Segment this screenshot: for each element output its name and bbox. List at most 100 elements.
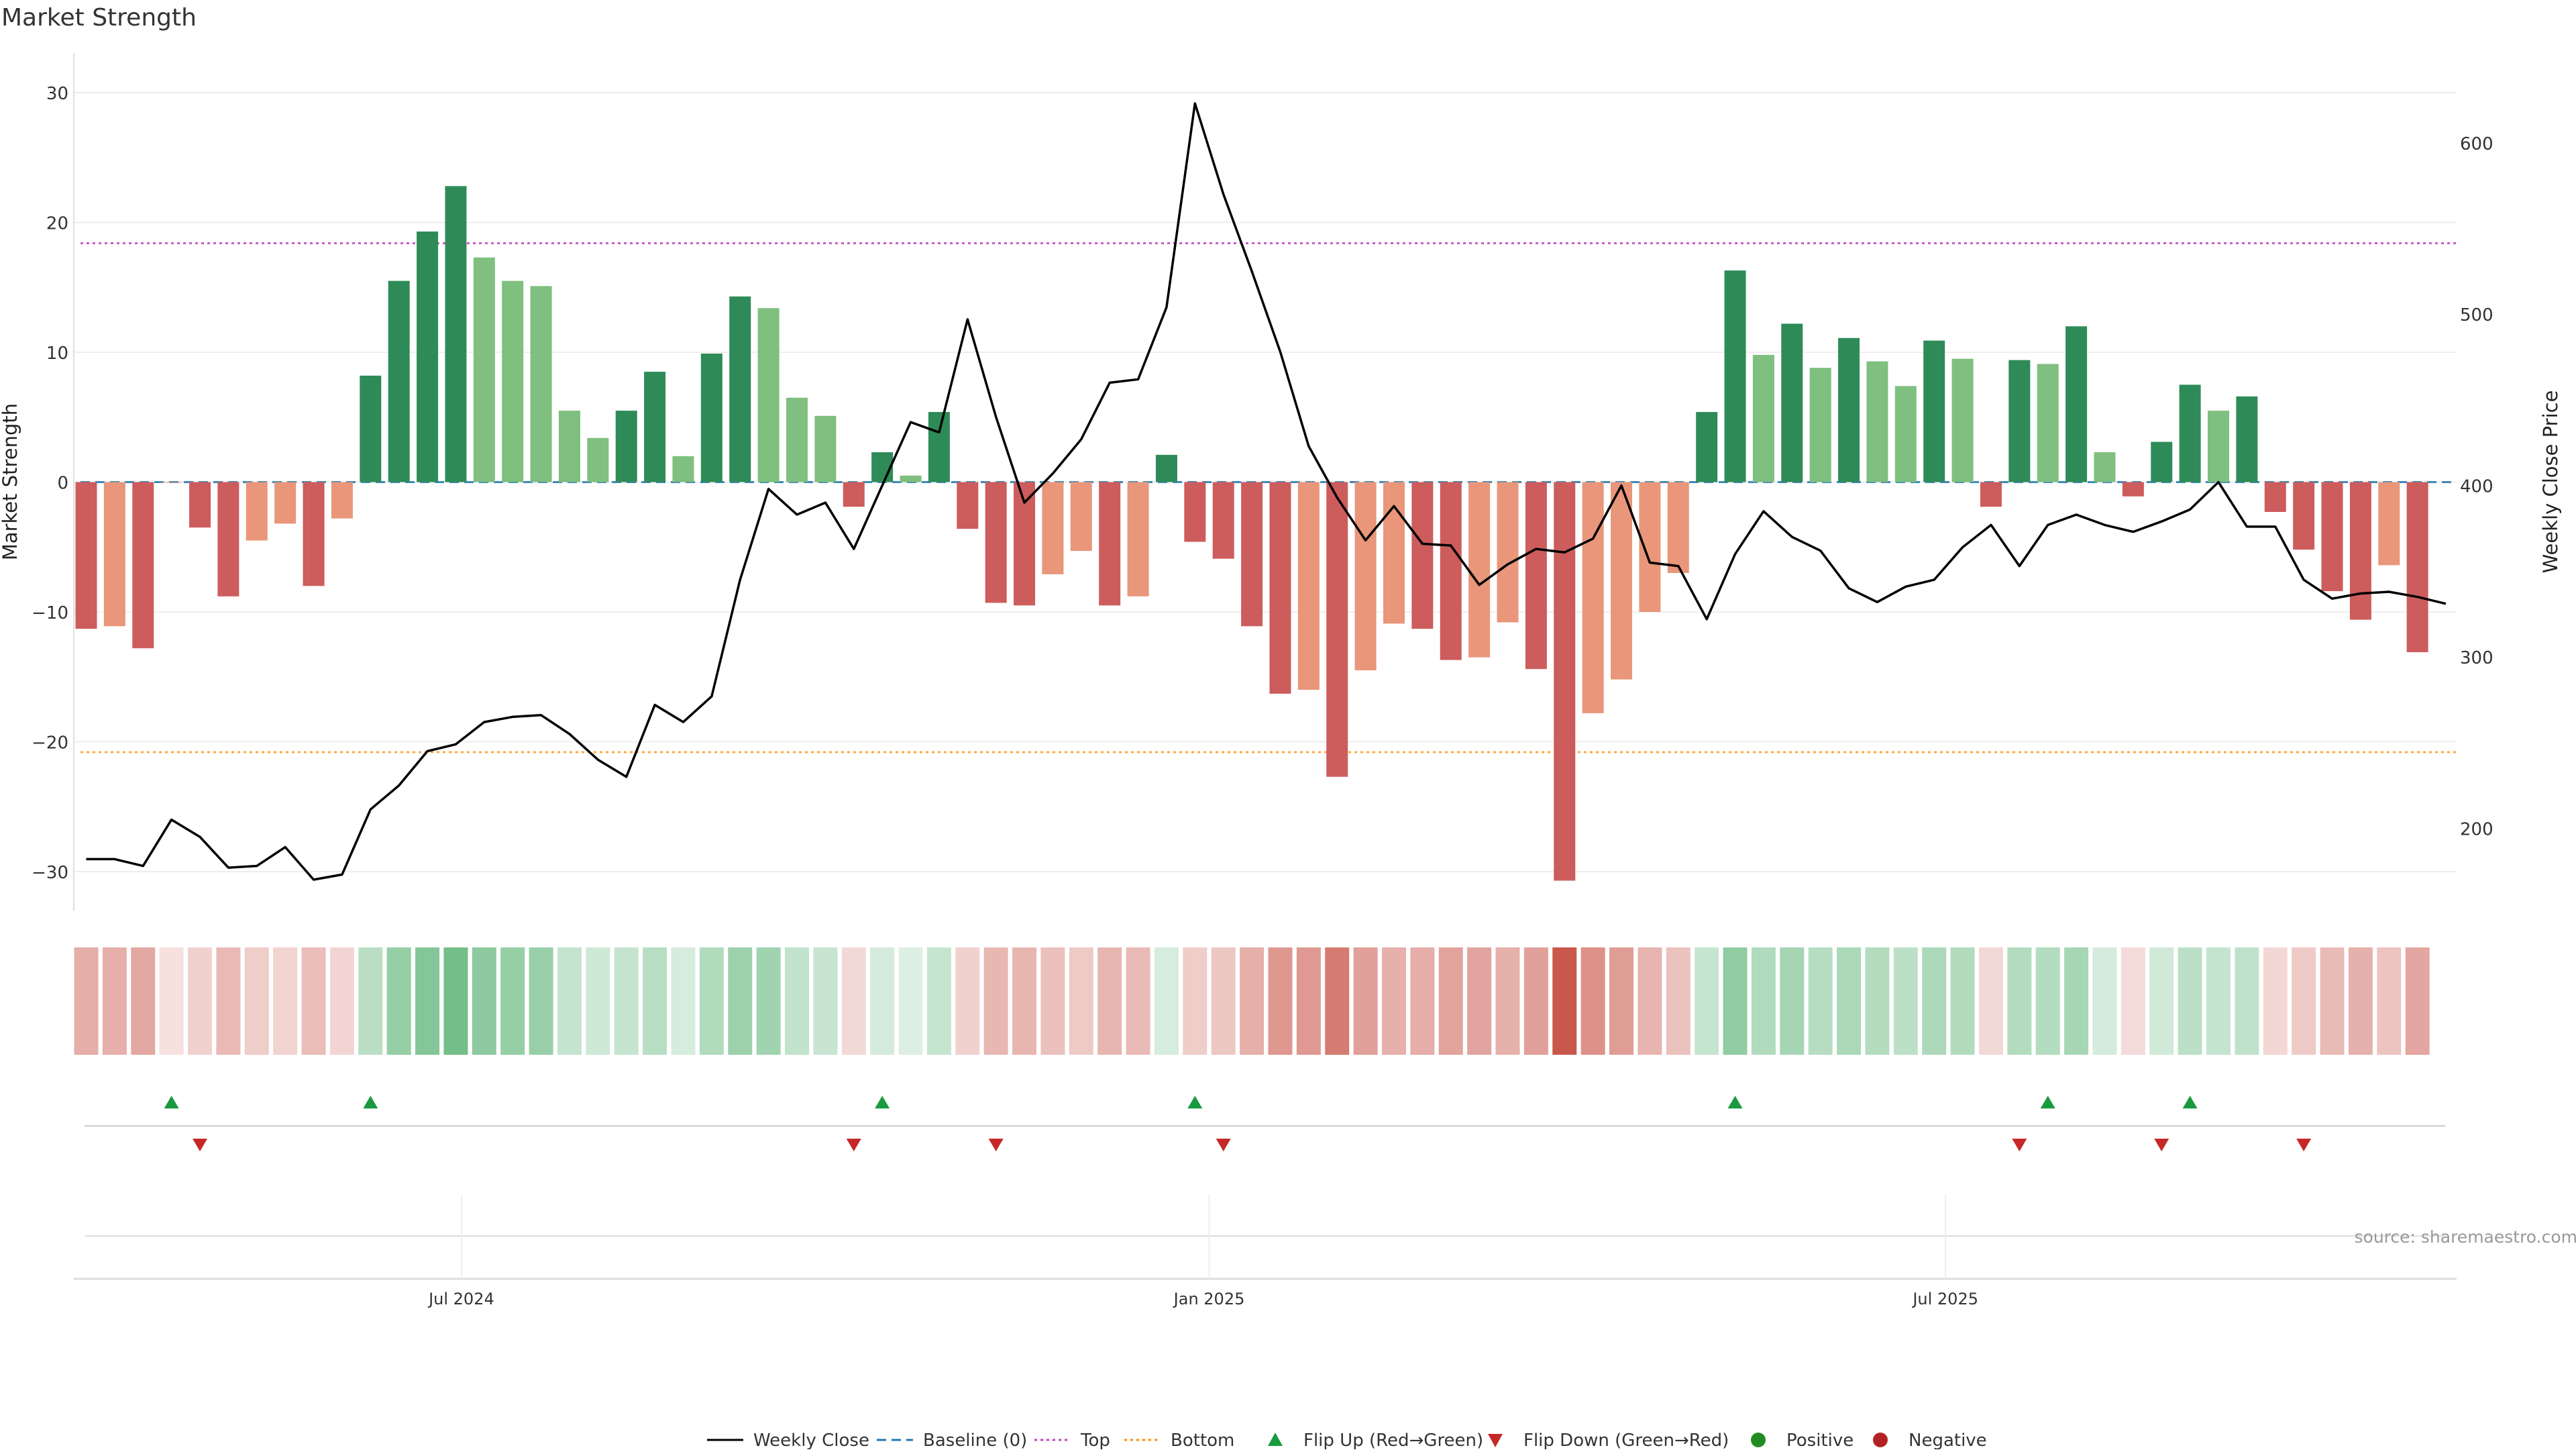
strength-bar [2123,482,2144,497]
source-text: source: sharemaestro.com [2355,1227,2576,1247]
strength-bar [672,456,694,482]
strength-bars [76,186,2428,880]
heat-cell [1780,947,1804,1055]
flip-up-marker [363,1096,378,1108]
strength-bar [1042,482,1063,574]
legend-negative-swatch [1873,1433,1888,1447]
strength-bar [814,416,836,482]
heat-cell [1012,947,1036,1055]
heat-cell [1325,947,1349,1055]
strength-bar [2151,442,2172,482]
strength-bar [2407,482,2428,652]
strength-bar [474,258,495,482]
legend-label: Bottom [1171,1431,1234,1449]
flip-up-marker [2183,1096,2198,1108]
legend-positive-swatch [1751,1433,1766,1447]
strength-bar [132,482,154,649]
heat-cell [1865,947,1889,1055]
heat-cell [2007,947,2031,1055]
legend-label: Weekly Close [753,1431,869,1449]
strength-bar [928,412,950,482]
right-tick-label: 400 [2460,477,2493,497]
strength-bar [900,476,922,482]
heat-cell [1240,947,1264,1055]
heat-cell [443,947,468,1055]
heat-cell [2377,947,2401,1055]
strength-bar [1980,482,2002,507]
heat-cell [2064,947,2088,1055]
heat-cell [330,947,354,1055]
strength-bar [246,482,268,541]
strength-bar [104,482,125,627]
heat-cell [813,947,837,1055]
strength-bar [2236,397,2257,482]
strength-bar [1866,362,1888,482]
heat-cell [2092,947,2116,1055]
strength-bar [1213,482,1234,559]
heat-cell [2149,947,2174,1055]
heat-cell [529,947,553,1055]
strength-bar [274,482,296,524]
strength-bar [1753,355,1774,482]
strength-bar [1810,368,1831,482]
strength-bar [1156,455,1177,482]
legend-label: Flip Down (Green→Red) [1523,1431,1729,1449]
right-axis-label: Weekly Close Price [2539,391,2562,574]
legend-label: Positive [1786,1431,1854,1449]
left-axis-label: Market Strength [0,403,21,560]
flip-down-marker [2154,1139,2169,1151]
strength-bar [957,482,978,529]
strength-bar [616,411,637,482]
heat-cell [1666,947,1690,1055]
heat-cell [1979,947,2003,1055]
heat-cell [1695,947,1719,1055]
heat-cell [1638,947,1662,1055]
strength-bar [985,482,1007,603]
strength-bar [1895,386,1917,482]
strength-bar [1355,482,1377,671]
strength-bar [1668,482,1689,573]
heat-cell [1837,947,1861,1055]
left-tick-label: 10 [46,344,68,364]
strength-bar [587,438,608,482]
left-tick-label: −10 [32,603,68,623]
heat-cell [160,947,184,1055]
strength-bar [161,482,182,483]
strength-bar [1525,482,1547,670]
heat-cell [2206,947,2231,1055]
heat-cell [1609,947,1633,1055]
heat-cell [103,947,127,1055]
strength-bar [1440,482,1462,660]
strength-bar [1497,482,1519,623]
strength-bar [701,354,722,482]
strength-bar [1411,482,1433,629]
left-tick-label: −30 [32,863,68,883]
right-tick-label: 200 [2460,819,2493,839]
heat-cell [2036,947,2060,1055]
heat-cell [1040,947,1065,1055]
strength-bar [729,297,751,482]
heat-cell [302,947,326,1055]
strength-bar [1298,482,1320,690]
strength-bar [1923,341,1945,482]
strength-bar [303,482,325,586]
left-tick-label: 30 [46,84,68,104]
heat-cell [1439,947,1463,1055]
strength-bar [502,281,523,482]
strength-bar [1383,482,1405,624]
heat-cell [1581,947,1605,1055]
left-tick-label: 20 [46,214,68,234]
strength-bar [189,482,211,528]
heat-cell [955,947,979,1055]
strength-bar [445,186,466,482]
right-tick-label: 500 [2460,305,2493,325]
heat-cell [1183,947,1207,1055]
strength-bar [1781,323,1803,482]
flip-markers-panel [85,1096,2445,1151]
strength-bar [1582,482,1604,713]
x-tick-label: Jul 2025 [1911,1290,1978,1308]
legend-label: Top [1080,1431,1110,1449]
weekly-close-polyline [87,103,2447,880]
strength-heat-strip [74,947,2430,1055]
